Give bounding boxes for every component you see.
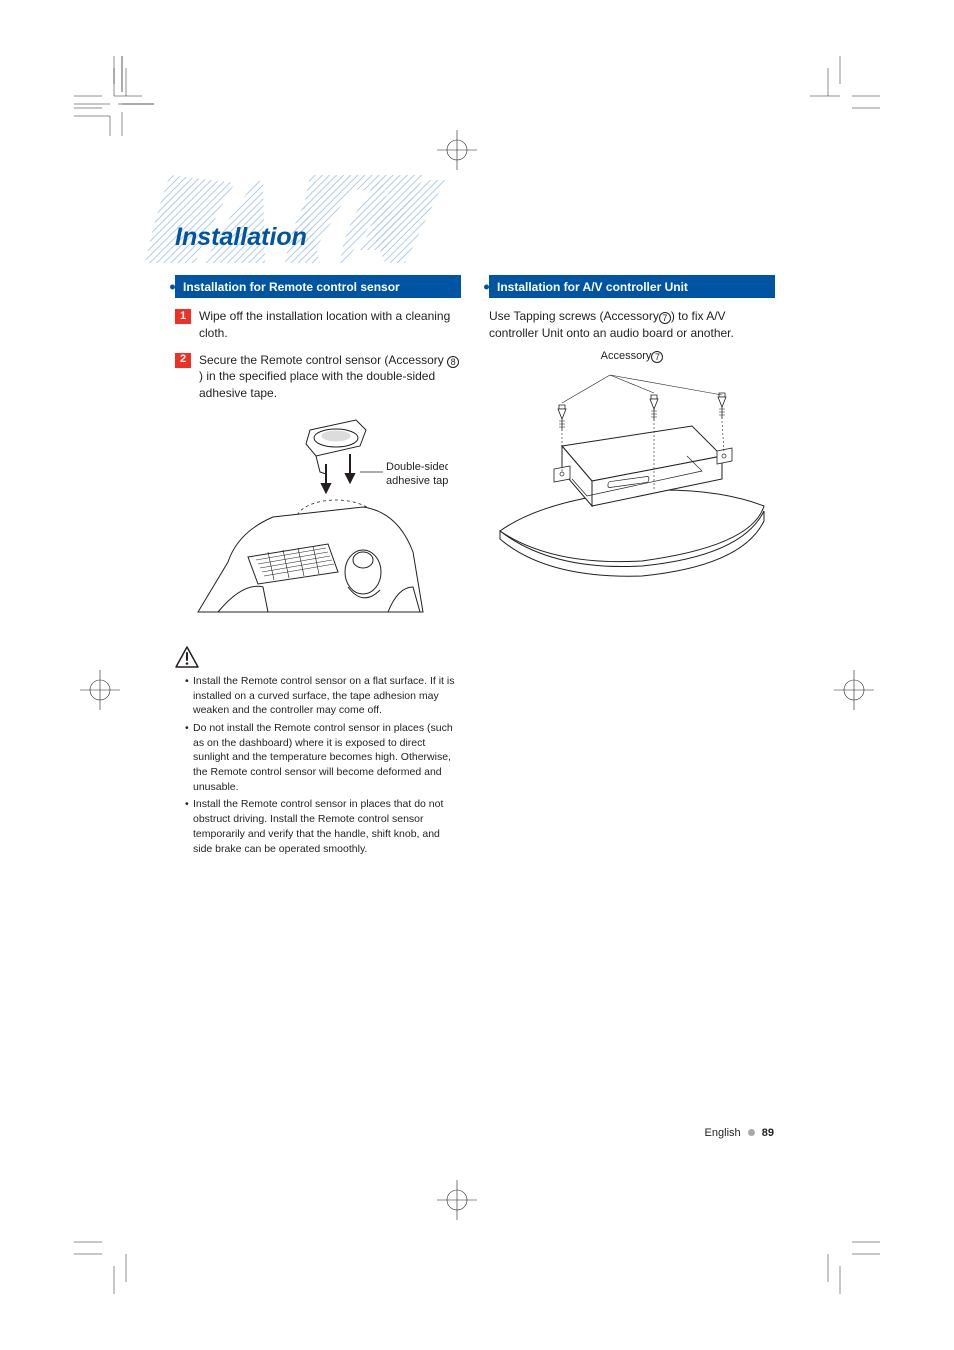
crop-bl	[74, 1224, 144, 1294]
figure-remote-sensor: Double-sided adhesive tape	[175, 412, 461, 632]
footer-lang: English	[705, 1127, 741, 1139]
crop-tl	[74, 56, 144, 126]
accessory-label: Accessory7	[489, 350, 775, 363]
warning-bullets: Install the Remote control sensor on a f…	[175, 674, 461, 856]
step-number: 2	[175, 353, 191, 368]
crop-tr	[810, 56, 880, 126]
reg-mark-left	[80, 670, 120, 710]
bullet-item: Install the Remote control sensor in pla…	[185, 797, 461, 856]
bullet-item: Install the Remote control sensor on a f…	[185, 674, 461, 718]
footer-dot-icon	[748, 1129, 755, 1136]
section-heading-remote: Installation for Remote control sensor	[175, 275, 461, 298]
step-text: Secure the Remote control sensor (Access…	[199, 352, 461, 402]
footer-page: 89	[762, 1127, 774, 1139]
right-column: Installation for A/V controller Unit Use…	[489, 275, 775, 859]
page-footer: English 89	[705, 1127, 774, 1139]
step-text-after: ) in the specified place with the double…	[199, 369, 435, 400]
section-heading-av: Installation for A/V controller Unit	[489, 275, 775, 298]
body-before: Use Tapping screws (Accessory	[489, 309, 659, 323]
step-2: 2 Secure the Remote control sensor (Acce…	[175, 352, 461, 402]
bullet-item: Do not install the Remote control sensor…	[185, 721, 461, 794]
av-body-text: Use Tapping screws (Accessory7) to fix A…	[489, 308, 775, 342]
figure-av-unit	[489, 371, 775, 581]
step-1: 1 Wipe off the installation location wit…	[175, 308, 461, 342]
step-number: 1	[175, 309, 191, 324]
step-text-before: Secure the Remote control sensor (Access…	[199, 353, 447, 367]
crop-br	[810, 1224, 880, 1294]
warning-icon	[175, 646, 461, 668]
reg-mark-bottom	[437, 1180, 477, 1220]
reg-mark-right	[834, 670, 874, 710]
svg-text:adhesive tape: adhesive tape	[386, 475, 448, 487]
title-area: Installation	[175, 175, 775, 265]
page-content: Installation Installation for Remote con…	[175, 175, 775, 859]
left-column: Installation for Remote control sensor 1…	[175, 275, 461, 859]
reg-mark-top	[437, 130, 477, 170]
circled-7b: 7	[651, 351, 663, 363]
circled-8: 8	[447, 356, 459, 368]
step-text: Wipe off the installation location with …	[199, 308, 461, 342]
page-title: Installation	[175, 223, 307, 252]
circled-7: 7	[659, 312, 671, 324]
svg-text:Double-sided: Double-sided	[386, 461, 448, 473]
